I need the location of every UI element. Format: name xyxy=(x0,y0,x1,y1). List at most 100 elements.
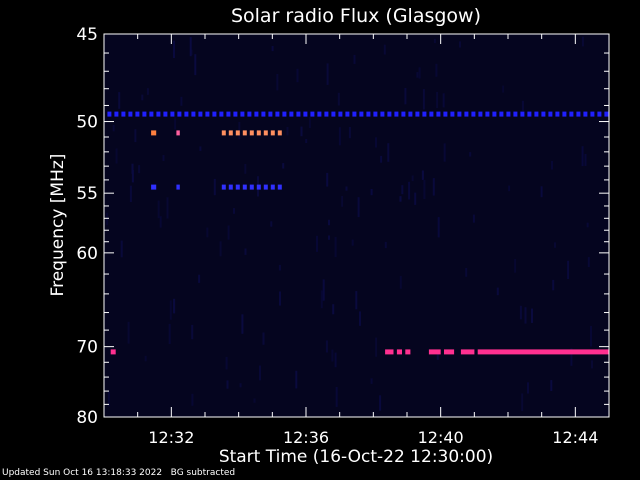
emission-band-segment xyxy=(249,184,254,190)
noise-streak xyxy=(162,155,165,161)
plot-frame xyxy=(103,33,610,418)
noise-streak xyxy=(355,291,358,310)
noise-streak xyxy=(174,117,177,130)
noise-streak xyxy=(581,36,584,47)
emission-band-segment xyxy=(380,111,385,117)
noise-streak xyxy=(127,321,130,344)
emission-band-segment xyxy=(450,111,455,117)
emission-band-segment xyxy=(527,111,532,117)
plot-background xyxy=(104,34,609,417)
noise-streak xyxy=(379,395,382,411)
noise-streak xyxy=(189,37,192,57)
noise-streak xyxy=(591,360,593,369)
noise-streak xyxy=(587,257,590,268)
emission-band-segment xyxy=(142,111,147,117)
noise-streak xyxy=(421,170,424,180)
emission-band-segment xyxy=(429,111,434,117)
noise-streak xyxy=(213,178,216,196)
emission-band-segment xyxy=(296,111,301,117)
emission-band-segment xyxy=(263,184,268,190)
noise-streak xyxy=(383,44,386,55)
noise-streak xyxy=(337,92,340,106)
noise-streak xyxy=(295,370,298,389)
emission-band xyxy=(405,349,411,355)
noise-streak xyxy=(157,200,160,219)
emission-band-segment xyxy=(121,111,126,117)
emission-band-segment xyxy=(226,111,231,117)
noise-streak xyxy=(282,163,285,169)
noise-streak xyxy=(502,85,505,93)
noise-streak xyxy=(308,117,311,128)
noise-streak xyxy=(433,38,436,44)
noise-streak xyxy=(521,100,524,111)
noise-streak xyxy=(411,175,414,182)
emission-band-segment xyxy=(569,111,574,117)
noise-streak xyxy=(129,185,132,202)
noise-streak xyxy=(244,164,247,174)
emission-band-segment xyxy=(135,111,140,117)
noise-streak xyxy=(262,332,265,345)
emission-band-segment xyxy=(198,111,203,117)
noise-streak xyxy=(106,212,109,226)
emission-band-segment xyxy=(249,130,254,136)
noise-streak xyxy=(286,127,289,136)
noise-streak xyxy=(219,241,222,257)
emission-band-segment xyxy=(310,111,315,117)
noise-streak xyxy=(570,348,573,366)
noise-streak xyxy=(206,227,209,238)
emission-band-segment xyxy=(436,111,441,117)
emission-band-segment xyxy=(513,111,518,117)
noise-streak xyxy=(300,126,303,137)
noise-streak xyxy=(442,93,445,108)
emission-band-segment xyxy=(562,111,567,117)
noise-streak xyxy=(191,393,194,406)
emission-band-segment xyxy=(235,184,240,190)
emission-band xyxy=(176,184,180,190)
noise-streak xyxy=(146,88,149,95)
emission-band-segment xyxy=(366,111,371,117)
emission-band xyxy=(385,349,394,355)
emission-band-segment xyxy=(184,111,189,117)
noise-streak xyxy=(173,298,176,314)
emission-band-segment xyxy=(541,111,546,117)
emission-band-segment xyxy=(499,111,504,117)
x-axis: 12:32 12:36 12:40 12:44 xyxy=(137,34,598,447)
noise-streak xyxy=(173,40,175,58)
noise-streak xyxy=(521,393,524,412)
emission-band-segment xyxy=(277,184,282,190)
noise-streak xyxy=(437,217,440,238)
emission-band-segment xyxy=(240,111,245,117)
noise-streak xyxy=(326,63,329,85)
noise-streak xyxy=(134,129,137,143)
emission-band-segment xyxy=(352,111,357,117)
noise-streak xyxy=(334,352,337,368)
noise-streak xyxy=(180,96,183,106)
emission-band-segment xyxy=(338,111,343,117)
emission-band-segment xyxy=(268,111,273,117)
emission-band-segment xyxy=(464,111,469,117)
noise-streak xyxy=(305,139,308,143)
noise-streak xyxy=(225,356,228,370)
emission-bands xyxy=(107,111,609,355)
noise-streak xyxy=(226,380,229,389)
noise-streak xyxy=(508,185,511,192)
emission-band-segment xyxy=(387,111,392,117)
noise-streak xyxy=(399,196,402,202)
noise-streak xyxy=(469,152,472,157)
noise-streak xyxy=(338,127,341,146)
emission-band-segment xyxy=(277,130,282,136)
noise-streak xyxy=(387,143,390,162)
noise-streak xyxy=(586,222,589,228)
noise-streak xyxy=(341,196,344,207)
emission-band-segment xyxy=(149,111,154,117)
noise-streak xyxy=(540,186,543,198)
noise-streak xyxy=(334,236,337,258)
noise-streak xyxy=(527,382,529,394)
noise-streak xyxy=(233,208,235,214)
noise-streak xyxy=(169,300,172,320)
x-tick-label: 12:36 xyxy=(283,428,329,447)
emission-band xyxy=(477,349,609,355)
noise-streak xyxy=(359,311,361,326)
noise-streak xyxy=(325,340,328,353)
emission-band-segment xyxy=(492,111,497,117)
